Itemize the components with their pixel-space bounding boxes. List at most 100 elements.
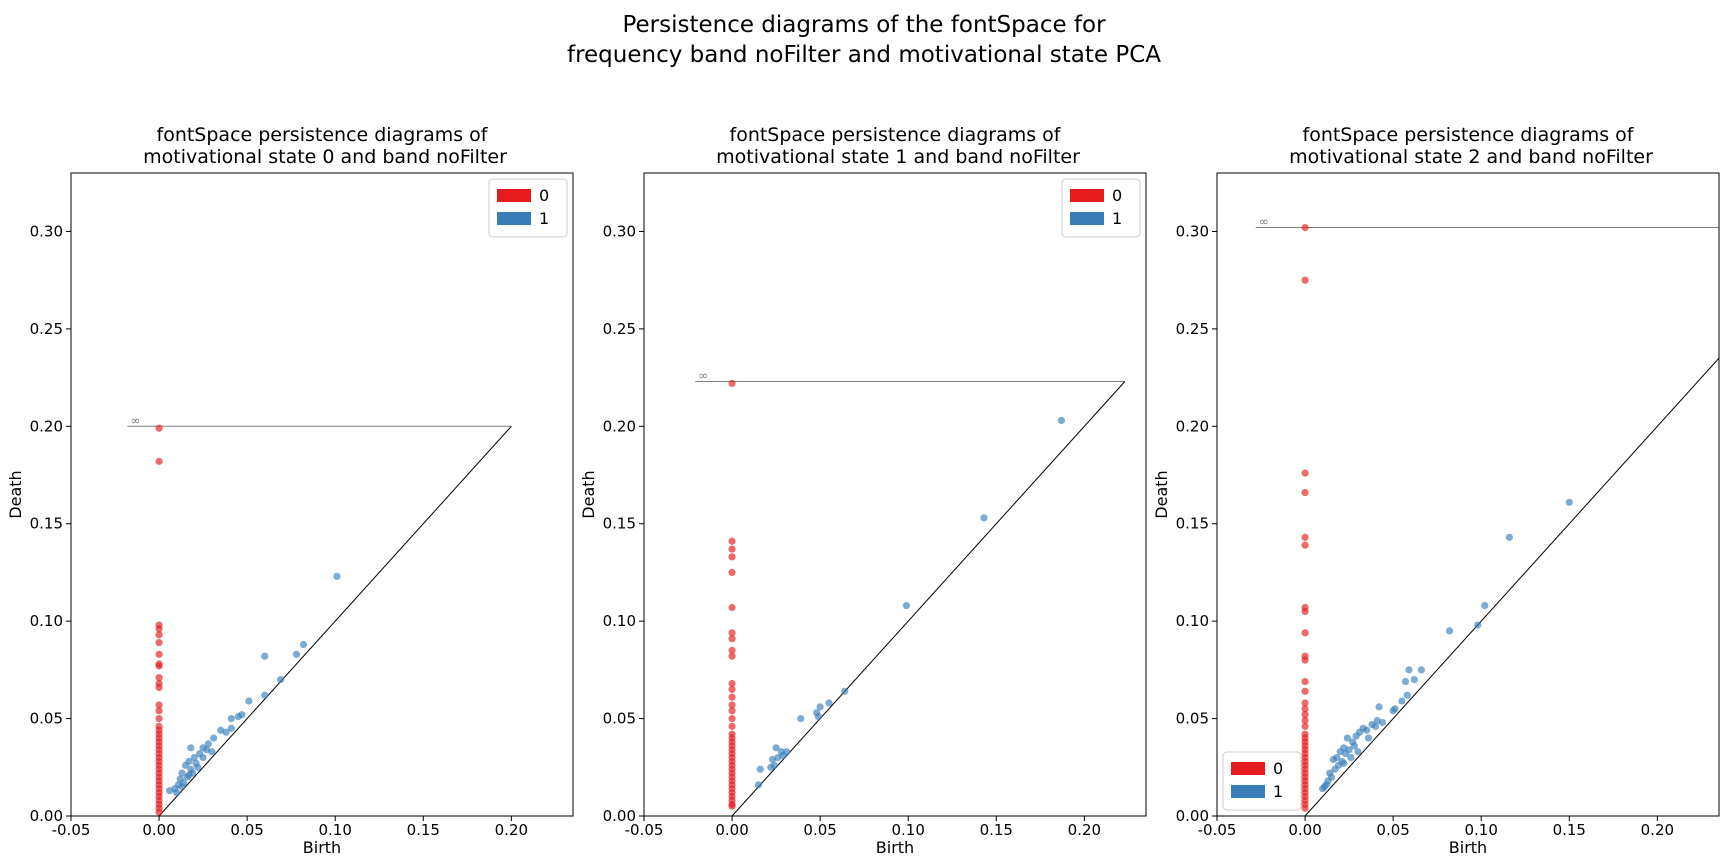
h0-point (1301, 722, 1309, 730)
h0-point (155, 701, 163, 709)
y-tick-label: 0.10 (603, 612, 636, 630)
x-tick-label: -0.05 (1198, 821, 1237, 839)
axes-frame (70, 172, 574, 817)
x-tick-label: 0.00 (1288, 821, 1321, 839)
h1-point (210, 734, 218, 742)
x-tick-label: 0.10 (1465, 821, 1498, 839)
h0-point (1301, 488, 1309, 497)
panel-title-line: fontSpace persistence diagrams of (1303, 124, 1635, 146)
h0-point (1301, 804, 1309, 812)
y-tick-label: 0.00 (1176, 807, 1209, 825)
h0-point (155, 808, 163, 816)
h0-point (728, 545, 736, 553)
h1-point (1354, 748, 1362, 756)
y-axis-label: Death (6, 470, 25, 518)
h1-point (1319, 785, 1327, 793)
x-tick-label: 0.05 (803, 821, 836, 839)
h1-point (194, 763, 202, 771)
h1-point (1445, 627, 1454, 635)
h1-point (1364, 734, 1373, 742)
legend-label-1: 1 (539, 209, 549, 228)
h1-point (292, 650, 301, 658)
h0-point (1301, 711, 1309, 719)
y-tick-label: 0.25 (30, 320, 63, 338)
h1-point (185, 771, 193, 779)
legend-swatch-1 (1070, 212, 1104, 225)
h1-point (234, 713, 242, 721)
legend-swatch-1 (497, 212, 531, 225)
h1-point (1352, 732, 1360, 740)
h1-point (797, 714, 805, 723)
x-tick-label: 0.15 (407, 821, 440, 839)
y-tick-label: 0.20 (1176, 417, 1209, 435)
legend-label-0: 0 (1112, 186, 1122, 205)
h0-point (728, 685, 736, 693)
h1-point (204, 740, 212, 748)
h0-point (155, 631, 163, 639)
plot-area-1 (695, 379, 1126, 816)
legend-box (1061, 178, 1141, 238)
h0-point (1301, 607, 1309, 616)
h0-point (1301, 533, 1309, 541)
y-tick-label: 0.30 (30, 222, 63, 240)
h1-point (1347, 753, 1355, 762)
h0-point (728, 722, 736, 730)
h0-point (1301, 656, 1309, 664)
x-tick-label: -0.05 (625, 821, 664, 839)
legend: 01 (1222, 751, 1302, 811)
h1-point (1398, 697, 1406, 705)
y-tick-label: 0.30 (1176, 222, 1209, 240)
x-tick-label: 0.05 (1376, 821, 1409, 839)
h1-point (178, 769, 186, 777)
panel-title-line: motivational state 0 and band noFilter (137, 146, 507, 168)
h1-point (1329, 755, 1337, 764)
h1-point (1350, 742, 1358, 750)
h1-point (772, 744, 780, 752)
plot-area-2 (1255, 223, 1719, 816)
h1-point (816, 703, 824, 711)
y-tick-label: 0.05 (1176, 710, 1209, 728)
y-tick-label: 0.20 (30, 417, 63, 435)
y-tick-label: 0.10 (30, 612, 63, 630)
panel-title: fontSpace persistence diagrams of motiva… (710, 124, 1080, 168)
y-tick-label: 0.15 (1176, 515, 1209, 533)
h1-point (1401, 677, 1410, 686)
h1-point (1373, 716, 1381, 725)
persistence-panel-0: ∞-0.05 0.00 0.05 0.10 0.15 0.200.000.050.100.… (6, 124, 574, 857)
h1-point (1389, 707, 1397, 715)
h1-point (1340, 759, 1348, 767)
legend-swatch-0 (1231, 762, 1265, 775)
h0-point (728, 568, 736, 577)
diagonal-line (1304, 357, 1719, 816)
y-tick-label: 0.00 (30, 807, 63, 825)
diagonal-line (731, 381, 1126, 816)
h0-point (728, 635, 736, 643)
h1-point (190, 753, 198, 762)
h1-point (767, 763, 775, 771)
h0-point (1301, 677, 1309, 686)
h0-point (1301, 699, 1309, 707)
h1-point (187, 744, 195, 752)
h1-point (754, 781, 763, 789)
h0-point (728, 646, 736, 654)
x-tick-label: -0.05 (52, 821, 91, 839)
h1-point (980, 514, 988, 522)
infinity-label: ∞ (130, 413, 140, 427)
h0-point (1301, 716, 1309, 725)
h1-point (1057, 416, 1066, 425)
axes-frame (643, 172, 1147, 817)
x-axis-label: Birth (1449, 838, 1487, 857)
h1-point (261, 652, 269, 660)
h0-point (155, 683, 163, 692)
h1-point (181, 761, 190, 769)
legend-label-1: 1 (1273, 782, 1283, 801)
panel-title: fontSpace persistence diagrams of motiva… (137, 124, 507, 168)
panel-title-line: motivational state 1 and band noFilter (710, 146, 1080, 168)
x-tick-label: 0.15 (1553, 821, 1586, 839)
infinity-label: ∞ (1259, 215, 1269, 229)
y-tick-label: 0.15 (30, 515, 63, 533)
h0-point (1301, 705, 1309, 713)
figure-title-line-1: Persistence diagrams of the fontSpace fo… (622, 12, 1106, 38)
h0-point (1301, 276, 1309, 284)
y-tick-label: 0.20 (603, 417, 636, 435)
